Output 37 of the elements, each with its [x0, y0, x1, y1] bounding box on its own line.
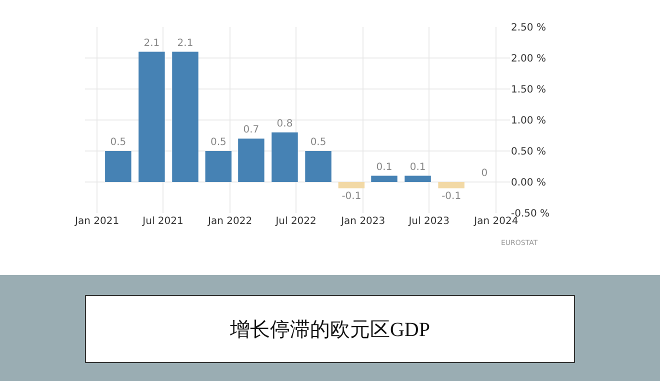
data-label: 0.1	[410, 162, 426, 173]
text: 增长停滞的欧元区GDP	[85, 295, 575, 363]
x-tick-label: Jan 2023	[340, 216, 386, 227]
x-tick-label: Jul 2021	[142, 216, 184, 227]
bar	[172, 52, 198, 182]
data-label: -0.1	[342, 191, 362, 202]
bar	[338, 182, 365, 188]
y-tick-label: 0.50 %	[511, 146, 546, 158]
data-label: 0.1	[376, 162, 392, 173]
bar	[238, 138, 264, 182]
bar	[305, 151, 332, 182]
data-label: 0.5	[210, 137, 226, 148]
y-tick-label: 1.50 %	[511, 84, 546, 96]
data-label: 2.1	[177, 38, 194, 49]
bar	[438, 182, 464, 188]
data-label: 0	[481, 168, 488, 179]
y-tick-label: 1.00 %	[511, 116, 546, 126]
bar	[205, 151, 232, 182]
bar	[371, 176, 398, 182]
x-tick-label: Jul 2022	[274, 216, 316, 227]
bar	[404, 176, 431, 182]
data-label: -0.1	[442, 191, 462, 202]
x-tick-label: Jan 2021	[74, 216, 120, 227]
y-tick-label: 0.00 %	[511, 178, 546, 188]
x-tick-label: Jul 2023	[408, 216, 450, 227]
data-label: 0.7	[243, 124, 260, 136]
x-tick-label: Jan 2022	[207, 216, 252, 227]
data-label: 2.1	[144, 38, 160, 49]
y-tick-label: 2.50 %	[511, 22, 546, 34]
bar	[272, 132, 298, 182]
bar	[105, 151, 132, 182]
data-label: 0.5	[310, 137, 326, 148]
data-label: 0.5	[110, 137, 126, 148]
bar	[138, 52, 165, 182]
data-label: 0.8	[276, 118, 293, 130]
x-tick-label: Jan 2024	[473, 216, 518, 227]
y-tick-label: 2.00 %	[511, 54, 546, 64]
